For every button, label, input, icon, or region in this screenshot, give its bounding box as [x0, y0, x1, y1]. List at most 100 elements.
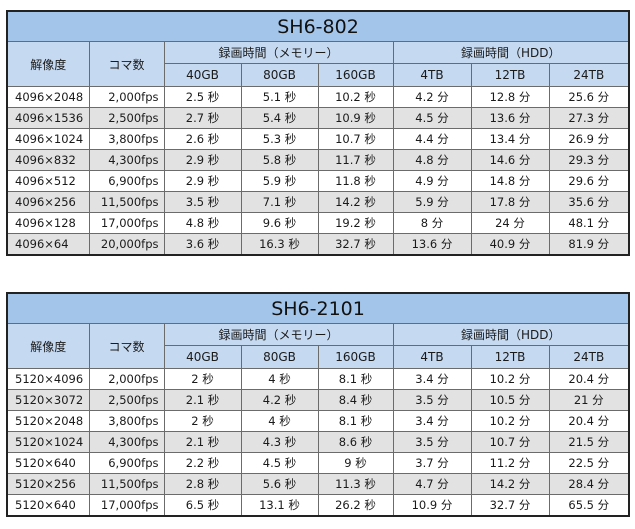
record-time-cell-40gb: 2.5 秒	[163, 86, 242, 108]
record-time-cell-80gb: 5.9 秒	[240, 170, 319, 192]
record-time-cell-40gb: 2.7 秒	[163, 107, 242, 129]
record-time-cell-160gb: 8.6 秒	[317, 431, 394, 453]
resolution-cell: 5120×256	[6, 473, 90, 495]
record-time-cell-40gb: 2.9 秒	[163, 149, 242, 171]
record-time-cell-4tb: 4.8 分	[392, 149, 472, 171]
table-title: SH6-2101	[6, 292, 630, 324]
record-time-cell-80gb: 4.5 秒	[240, 452, 319, 474]
resolution-cell: 4096×256	[6, 191, 90, 213]
record-time-cell-12tb: 14.6 分	[470, 149, 550, 171]
record-time-cell-12tb: 10.7 分	[470, 431, 550, 453]
record-time-cell-80gb: 4 秒	[240, 410, 319, 432]
record-time-cell-80gb: 5.1 秒	[240, 86, 319, 108]
record-time-cell-40gb: 2 秒	[163, 410, 242, 432]
hdd-group-header: 録画時間（HDD）	[392, 41, 630, 64]
frame-rate-cell: 2,000fps	[88, 86, 165, 108]
record-time-cell-24tb: 27.3 分	[548, 107, 630, 129]
frame-rate-cell: 4,300fps	[88, 149, 165, 171]
record-time-cell-80gb: 4.3 秒	[240, 431, 319, 453]
record-time-cell-4tb: 3.5 分	[392, 431, 472, 453]
record-time-cell-80gb: 5.6 秒	[240, 473, 319, 495]
record-time-cell-40gb: 2.2 秒	[163, 452, 242, 474]
record-time-cell-160gb: 19.2 秒	[317, 212, 394, 234]
record-time-cell-160gb: 8.1 秒	[317, 368, 394, 390]
resolution-cell: 4096×64	[6, 233, 90, 256]
table-row: 4096×2048 2,000fps 2.5 秒 5.1 秒 10.2 秒 4.2 分 12…	[6, 86, 630, 108]
record-time-cell-24tb: 81.9 分	[548, 233, 630, 256]
record-time-cell-160gb: 10.9 秒	[317, 107, 394, 129]
col-header-12tb: 12TB	[470, 63, 550, 87]
record-time-cell-4tb: 4.4 分	[392, 128, 472, 150]
col-header-4tb: 4TB	[392, 345, 472, 369]
resolution-cell: 5120×4096	[6, 368, 90, 390]
record-time-cell-24tb: 20.4 分	[548, 410, 630, 432]
resolution-cell: 5120×2048	[6, 410, 90, 432]
record-time-cell-24tb: 35.6 分	[548, 191, 630, 213]
record-time-cell-40gb: 2.8 秒	[163, 473, 242, 495]
record-time-cell-160gb: 10.2 秒	[317, 86, 394, 108]
record-time-cell-80gb: 13.1 秒	[240, 494, 319, 517]
record-time-cell-80gb: 9.6 秒	[240, 212, 319, 234]
frame-rate-cell: 11,500fps	[88, 191, 165, 213]
frame-rate-cell: 11,500fps	[88, 473, 165, 495]
frame-rate-cell: 2,000fps	[88, 368, 165, 390]
resolution-cell: 4096×2048	[6, 86, 90, 108]
record-time-cell-12tb: 13.4 分	[470, 128, 550, 150]
record-time-cell-80gb: 4.2 秒	[240, 389, 319, 411]
resolution-header: 解像度	[6, 323, 90, 369]
memory-group-header: 録画時間（メモリー）	[163, 323, 394, 346]
record-time-cell-24tb: 21 分	[548, 389, 630, 411]
record-time-cell-40gb: 2.1 秒	[163, 389, 242, 411]
record-time-cell-80gb: 5.4 秒	[240, 107, 319, 129]
record-time-cell-24tb: 25.6 分	[548, 86, 630, 108]
col-header-40gb: 40GB	[163, 63, 242, 87]
col-header-12tb: 12TB	[470, 345, 550, 369]
record-time-cell-4tb: 10.9 分	[392, 494, 472, 517]
resolution-cell: 4096×128	[6, 212, 90, 234]
record-time-cell-80gb: 16.3 秒	[240, 233, 319, 256]
record-time-cell-160gb: 11.3 秒	[317, 473, 394, 495]
record-time-cell-4tb: 3.4 分	[392, 410, 472, 432]
record-time-cell-4tb: 4.5 分	[392, 107, 472, 129]
record-time-cell-80gb: 5.3 秒	[240, 128, 319, 150]
record-time-cell-40gb: 2.9 秒	[163, 170, 242, 192]
frame-rate-cell: 17,000fps	[88, 212, 165, 234]
record-time-cell-80gb: 7.1 秒	[240, 191, 319, 213]
record-time-cell-12tb: 10.5 分	[470, 389, 550, 411]
resolution-header: 解像度	[6, 41, 90, 87]
record-time-cell-4tb: 3.7 分	[392, 452, 472, 474]
frame-rate-header: コマ数	[88, 41, 165, 87]
record-time-cell-40gb: 4.8 秒	[163, 212, 242, 234]
frame-rate-cell: 3,800fps	[88, 128, 165, 150]
table-row: 4096×512 6,900fps 2.9 秒 5.9 秒 11.8 秒 4.9 分 14.…	[6, 170, 630, 192]
record-time-cell-40gb: 3.5 秒	[163, 191, 242, 213]
record-time-cell-12tb: 13.6 分	[470, 107, 550, 129]
record-time-cell-12tb: 11.2 分	[470, 452, 550, 474]
record-time-cell-12tb: 12.8 分	[470, 86, 550, 108]
record-time-cell-160gb: 11.7 秒	[317, 149, 394, 171]
sh6-2101-table: SH6-2101 解像度 コマ数 録画時間（メモリー） 録画時間（HDD） 40…	[6, 292, 631, 517]
record-time-cell-40gb: 2.1 秒	[163, 431, 242, 453]
frame-rate-cell: 2,500fps	[88, 389, 165, 411]
record-time-cell-4tb: 3.4 分	[392, 368, 472, 390]
table-row: 4096×256 11,500fps 3.5 秒 7.1 秒 14.2 秒 5.9 分 17…	[6, 191, 630, 213]
table-title: SH6-802	[6, 10, 630, 42]
table-row: 4096×832 4,300fps 2.9 秒 5.8 秒 11.7 秒 4.8 分 14.…	[6, 149, 630, 171]
resolution-cell: 4096×1024	[6, 128, 90, 150]
record-time-cell-160gb: 8.4 秒	[317, 389, 394, 411]
sh6-802-table: SH6-802 解像度 コマ数 録画時間（メモリー） 録画時間（HDD） 40G…	[6, 10, 631, 256]
record-time-cell-160gb: 26.2 秒	[317, 494, 394, 517]
col-header-40gb: 40GB	[163, 345, 242, 369]
record-time-cell-160gb: 14.2 秒	[317, 191, 394, 213]
record-time-cell-4tb: 3.5 分	[392, 389, 472, 411]
col-header-80gb: 80GB	[240, 63, 319, 87]
table-row: 5120×3072 2,500fps 2.1 秒 4.2 秒 8.4 秒 3.5 分 10.…	[6, 389, 630, 411]
record-time-cell-4tb: 8 分	[392, 212, 472, 234]
table-row: 5120×1024 4,300fps 2.1 秒 4.3 秒 8.6 秒 3.5 分 10.…	[6, 431, 630, 453]
record-time-cell-160gb: 8.1 秒	[317, 410, 394, 432]
table-row: 5120×640 17,000fps 6.5 秒 13.1 秒 26.2 秒 10.9 分…	[6, 494, 630, 517]
col-header-160gb: 160GB	[317, 345, 394, 369]
